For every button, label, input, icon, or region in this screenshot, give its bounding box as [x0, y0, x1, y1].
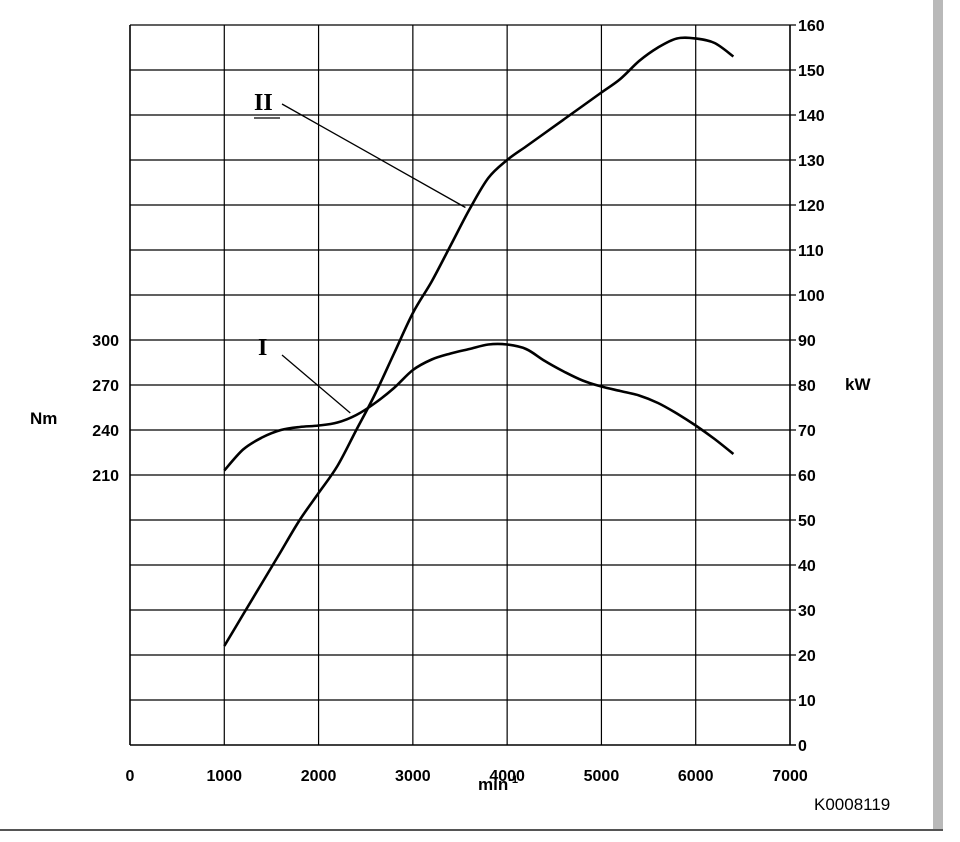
- x-tick-labels: 0 1000 2000 3000 4000 5000 6000 7000: [126, 768, 808, 785]
- y-right-tick-0: 0: [798, 738, 807, 755]
- annotation-label-i: I: [258, 335, 267, 361]
- x-tick-4000: 4000: [489, 768, 525, 785]
- annotation-label-ii: II: [254, 90, 273, 116]
- curve-i: [223, 342, 735, 472]
- y-left-tick-210: 210: [92, 468, 119, 485]
- x-tick-3000: 3000: [395, 768, 431, 785]
- chart-grid: [129, 24, 796, 746]
- y-right-tick-80: 80: [798, 378, 816, 395]
- figure-code: K0008119: [814, 795, 890, 814]
- y-right-tick-40: 40: [798, 558, 816, 575]
- right-axis-title: kW: [845, 375, 871, 394]
- x-axis-title: min-1: [478, 774, 518, 794]
- y-right-tick-110: 110: [798, 243, 824, 260]
- left-axis-title: Nm: [30, 409, 57, 428]
- left-y-tick-labels: 210 240 270 300: [92, 333, 119, 485]
- y-left-tick-300: 300: [92, 333, 119, 350]
- x-tick-7000: 7000: [772, 768, 808, 785]
- y-left-tick-270: 270: [92, 378, 119, 395]
- y-right-tick-10: 10: [798, 693, 816, 710]
- y-right-tick-50: 50: [798, 513, 816, 530]
- y-right-tick-20: 20: [798, 648, 816, 665]
- chart-curves: [223, 36, 735, 647]
- x-axis-title-exponent: -1: [508, 774, 518, 786]
- x-tick-6000: 6000: [678, 768, 714, 785]
- leader-line-ii: [281, 103, 466, 209]
- y-right-tick-30: 30: [798, 603, 816, 620]
- y-right-tick-140: 140: [798, 108, 825, 125]
- y-left-tick-240: 240: [92, 423, 119, 440]
- y-right-tick-120: 120: [798, 198, 825, 215]
- annotation-leaders: [254, 103, 466, 414]
- y-right-tick-60: 60: [798, 468, 816, 485]
- y-right-tick-70: 70: [798, 423, 816, 440]
- x-axis-title-unit: min: [478, 775, 508, 794]
- curve-ii: [223, 36, 735, 647]
- x-tick-5000: 5000: [584, 768, 620, 785]
- y-right-tick-100: 100: [798, 288, 825, 305]
- y-right-tick-90: 90: [798, 333, 816, 350]
- x-tick-1000: 1000: [206, 768, 242, 785]
- x-tick-2000: 2000: [301, 768, 337, 785]
- y-right-tick-150: 150: [798, 63, 825, 80]
- leader-line-i: [281, 354, 351, 414]
- y-right-tick-160: 160: [798, 18, 825, 35]
- right-border-strip: [933, 0, 943, 830]
- x-tick-0: 0: [126, 768, 135, 785]
- right-y-tick-labels: 0 10 20 30 40 50 60 70 80 90 100 110 120 130 140 150 160: [798, 18, 825, 755]
- y-right-tick-130: 130: [798, 153, 825, 170]
